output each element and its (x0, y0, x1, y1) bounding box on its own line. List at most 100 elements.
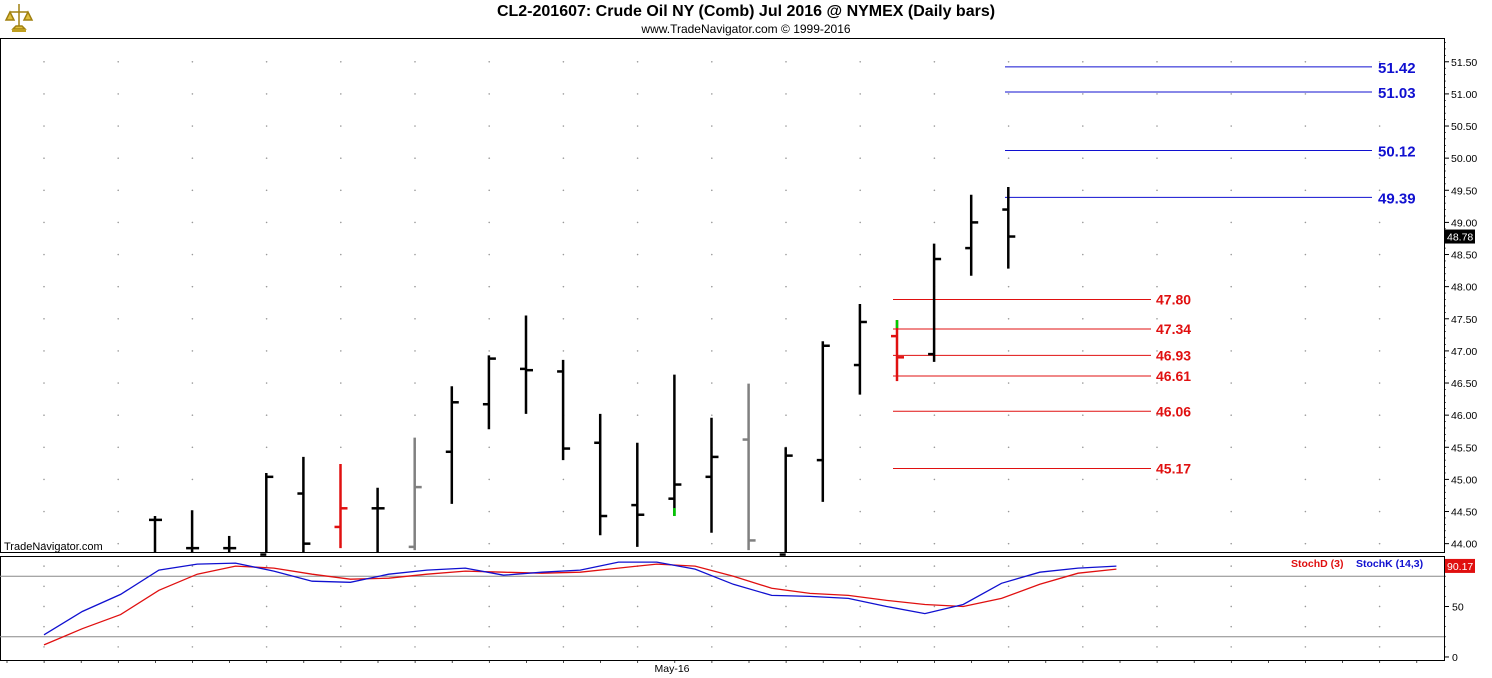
blue-level-label: 51.42 (1378, 60, 1416, 77)
grid-dot (785, 189, 787, 192)
grid-dot (1378, 317, 1381, 320)
grid-dot (859, 565, 861, 567)
grid-dot (785, 565, 787, 567)
grid-dot (488, 60, 491, 63)
grid-dot (1378, 221, 1381, 224)
grid-dot (117, 478, 119, 481)
grid-dot (1082, 350, 1084, 352)
grid-dot (711, 60, 713, 63)
red-level-label: 46.06 (1156, 403, 1191, 419)
grid-dot (711, 93, 713, 95)
grid-dot (933, 221, 936, 224)
grid-dot (636, 414, 639, 416)
blue-level-label: 51.03 (1378, 85, 1416, 102)
grid-dot (933, 478, 936, 481)
grid-dot (265, 317, 268, 320)
grid-dot (1378, 542, 1381, 545)
grid-dot (859, 157, 861, 159)
grid-dot (562, 221, 565, 224)
grid-dot (414, 221, 416, 224)
grid-dot (43, 605, 45, 608)
date-axis-label: May-16 (654, 663, 689, 675)
grid-dot (414, 565, 416, 567)
grid-dot (1378, 605, 1381, 608)
grid-dot (414, 125, 416, 127)
grid-dot (43, 478, 45, 481)
grid-dot (1304, 605, 1307, 608)
grid-dot (933, 510, 936, 513)
grid-dot (562, 157, 565, 159)
grid-dot (43, 60, 45, 63)
grid-dot (859, 542, 861, 545)
grid-dot (1230, 414, 1232, 416)
grid-dot (265, 565, 268, 567)
chart-canvas[interactable]: 51.42 51.03 50.12 49.39 47.80 47.34 46.93 46.61… (0, 38, 1492, 678)
grid-dot (1304, 221, 1307, 224)
grid-dot (488, 317, 491, 320)
grid-dot (1230, 221, 1232, 224)
grid-dot (414, 605, 416, 608)
grid-dot (1230, 317, 1232, 320)
grid-dot (636, 625, 639, 628)
grid-dot (859, 605, 861, 608)
grid-dot (265, 646, 268, 648)
grid-dot (414, 382, 416, 384)
grid-dot (1304, 510, 1307, 513)
grid-dot (1156, 542, 1158, 545)
grid-dot (1230, 60, 1232, 63)
grid-dot (636, 125, 639, 127)
grid-dot (340, 605, 342, 608)
grid-dot (1156, 382, 1158, 384)
grid-dot (488, 565, 491, 567)
grid-dot (265, 446, 268, 449)
grid-dot (191, 60, 194, 63)
grid-dot (488, 350, 491, 352)
grid-dot (1082, 93, 1084, 95)
grid-dot (117, 60, 119, 63)
grid-dot (43, 625, 45, 628)
red-level-label: 45.17 (1156, 460, 1191, 476)
grid-dot (414, 93, 416, 95)
grid-dot (1007, 157, 1010, 159)
grid-dot (265, 350, 268, 352)
grid-dot (340, 646, 342, 648)
grid-dot (414, 60, 416, 63)
grid-dot (117, 285, 119, 288)
grid-dot (933, 189, 936, 192)
grid-dot (117, 253, 119, 256)
grid-dot (933, 565, 936, 567)
legend-stochk: StochK (14,3) (1356, 558, 1423, 570)
grid-dot (1007, 317, 1010, 320)
price-axis-label: 50.50 (1451, 121, 1477, 133)
grid-dot (43, 93, 45, 95)
grid-dot (1378, 510, 1381, 513)
grid-dot (1007, 542, 1010, 545)
grid-dot (488, 605, 491, 608)
grid-dot (43, 125, 45, 127)
grid-dot (711, 221, 713, 224)
grid-dot (1156, 157, 1158, 159)
price-axis-label: 51.50 (1451, 57, 1477, 69)
grid-dot (414, 285, 416, 288)
grid-dot (1230, 478, 1232, 481)
grid-dot (1082, 446, 1084, 449)
grid-dot (265, 382, 268, 384)
grid-dot (117, 510, 119, 513)
grid-dot (636, 605, 639, 608)
price-axis-label: 48.50 (1451, 250, 1477, 262)
grid-dot (43, 565, 45, 567)
red-level-label: 47.80 (1156, 291, 1191, 307)
grid-dot (859, 125, 861, 127)
grid-dot (117, 565, 119, 567)
grid-dot (340, 221, 342, 224)
grid-dot (340, 382, 342, 384)
stoch-series-line (43, 561, 1117, 636)
grid-dot (1230, 446, 1232, 449)
grid-dot (785, 625, 787, 628)
grid-dot (1082, 605, 1084, 608)
grid-dot (859, 285, 861, 288)
grid-dot (340, 446, 342, 449)
grid-dot (859, 646, 861, 648)
grid-dot (414, 646, 416, 648)
grid-dot (636, 253, 639, 256)
